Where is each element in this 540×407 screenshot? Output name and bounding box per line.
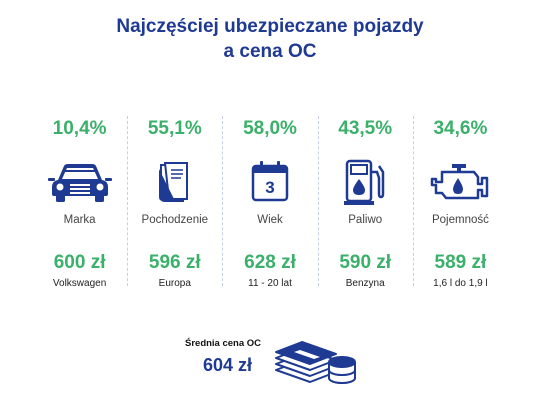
average-price-label: Średnia cena OC: [185, 338, 262, 349]
title-line-2: a cena OC: [223, 41, 317, 62]
calendar-icon: 3: [222, 158, 317, 206]
stat-value: Europa: [158, 278, 191, 289]
stat-value: 11 - 20 lat: [248, 278, 292, 289]
fuel-pump-icon: [318, 158, 413, 206]
stat-price: 600 zł: [53, 252, 106, 273]
stat-price: 589 zł: [434, 252, 487, 273]
stat-percent: 55,1%: [147, 118, 202, 139]
stat-value: Benzyna: [345, 278, 385, 289]
stat-price: 596 zł: [148, 252, 201, 273]
stat-label: Paliwo: [348, 214, 383, 226]
stat-column-age: 58,0% 3 Wiek 628 zł 11 - 20 lat: [222, 112, 317, 290]
stat-column-origin: 55,1% Pochodzenie 596 zł Europa: [127, 112, 222, 290]
average-price-value: 604 zł: [203, 355, 253, 375]
stat-column-brand: 10,4% Marka 600 zł Volkswagen: [32, 112, 127, 290]
stat-percent: 34,6%: [433, 118, 488, 139]
stat-label: Marka: [63, 214, 96, 226]
stat-label: Pochodzenie: [141, 214, 209, 226]
stat-percent: 58,0%: [243, 118, 297, 139]
stat-value: Volkswagen: [52, 278, 107, 289]
page-title: Najczęściej ubezpieczane pojazdy a cena …: [0, 14, 540, 64]
stat-column-capacity: 34,6% Pojemność 589 zł 1,6 l do 1,9 l: [412, 112, 508, 290]
money-stack-icon: [272, 330, 358, 393]
calendar-number: 3: [265, 178, 274, 197]
stat-label: Pojemność: [431, 214, 489, 226]
stat-label: Wiek: [257, 214, 283, 226]
title-line-1: Najczęściej ubezpieczane pojazdy: [116, 16, 424, 37]
stat-price: 590 zł: [339, 252, 392, 273]
stat-value: 1,6 l do 1,9 l: [433, 278, 488, 289]
stat-percent: 43,5%: [338, 118, 393, 139]
vehicle-stats: 10,4% Marka 600 zł Volkswagen 55,1%: [32, 112, 508, 290]
car-icon: [32, 158, 127, 206]
average-price: Średnia cena OC 604 zł: [185, 338, 261, 376]
stat-column-fuel: 43,5% Paliwo 590 zł Benzyna: [317, 112, 413, 290]
stat-percent: 10,4%: [52, 118, 107, 139]
document-icon: [127, 158, 222, 206]
engine-icon: [413, 158, 508, 206]
stat-price: 628 zł: [244, 252, 296, 273]
